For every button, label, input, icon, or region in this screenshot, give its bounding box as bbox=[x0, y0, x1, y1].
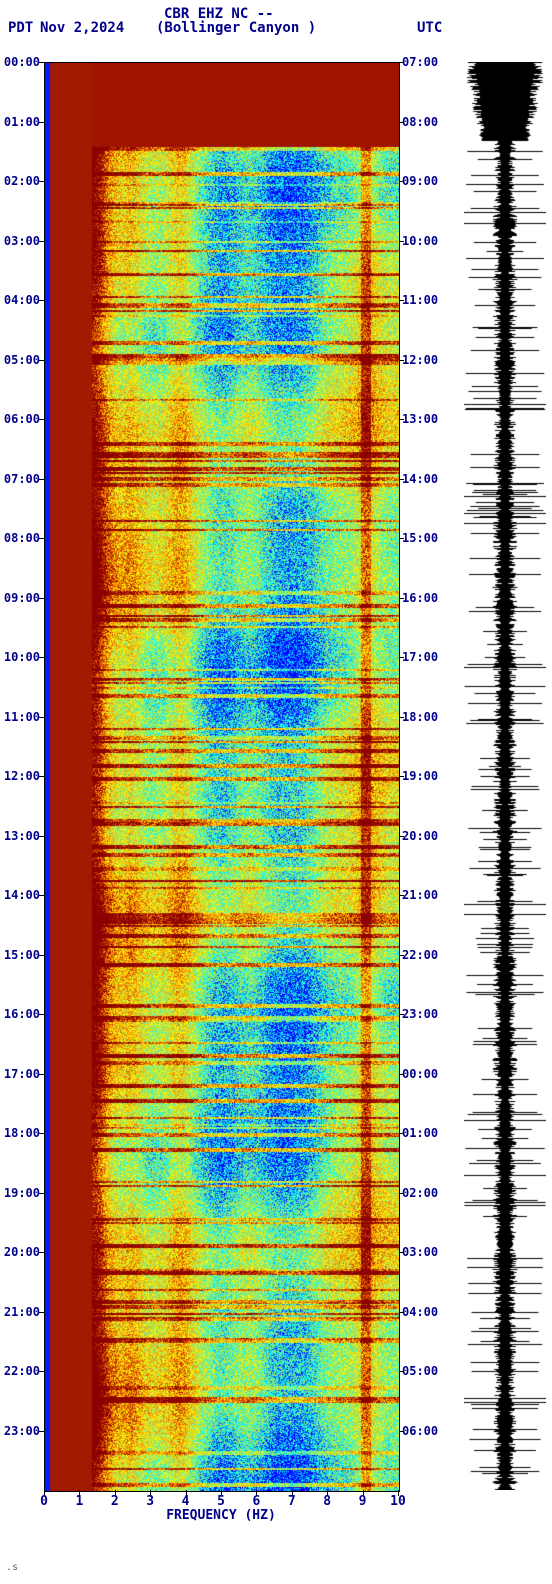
y-left-label: 20:00 bbox=[0, 1246, 40, 1258]
y-left-label: 02:00 bbox=[0, 175, 40, 187]
spectrogram-plot bbox=[44, 62, 400, 1492]
x-axis-tick-label: 7 bbox=[288, 1494, 296, 1509]
y-right-label: 12:00 bbox=[402, 354, 448, 366]
y-left-label: 05:00 bbox=[0, 354, 40, 366]
seismic-spectrogram-page: PDT Nov 2,2024 CBR EHZ NC -- (Bollinger … bbox=[0, 0, 552, 1584]
y-right-label: 23:00 bbox=[402, 1008, 448, 1020]
y-left-label: 07:00 bbox=[0, 473, 40, 485]
y-left-label: 16:00 bbox=[0, 1008, 40, 1020]
footer-mark: .s bbox=[6, 1562, 18, 1573]
y-left-label: 06:00 bbox=[0, 413, 40, 425]
y-right-label: 08:00 bbox=[402, 116, 448, 128]
y-left-label: 12:00 bbox=[0, 770, 40, 782]
y-left-label: 17:00 bbox=[0, 1068, 40, 1080]
timezone-right-label: UTC bbox=[417, 20, 442, 36]
y-right-label: 11:00 bbox=[402, 294, 448, 306]
y-right-label: 21:00 bbox=[402, 889, 448, 901]
y-left-label: 13:00 bbox=[0, 830, 40, 842]
station-location: (Bollinger Canyon ) bbox=[156, 20, 316, 36]
y-left-label: 01:00 bbox=[0, 116, 40, 128]
y-right-label: 14:00 bbox=[402, 473, 448, 485]
y-left-label: 04:00 bbox=[0, 294, 40, 306]
y-left-label: 09:00 bbox=[0, 592, 40, 604]
x-axis-tick-label: 1 bbox=[75, 1494, 83, 1509]
y-right-label: 10:00 bbox=[402, 235, 448, 247]
y-right-label: 06:00 bbox=[402, 1425, 448, 1437]
x-axis-tick-label: 6 bbox=[252, 1494, 260, 1509]
date-label: Nov 2,2024 bbox=[40, 20, 124, 36]
y-right-label: 16:00 bbox=[402, 592, 448, 604]
y-right-label: 18:00 bbox=[402, 711, 448, 723]
header: PDT Nov 2,2024 CBR EHZ NC -- (Bollinger … bbox=[0, 2, 552, 42]
timezone-left-label: PDT bbox=[8, 20, 33, 36]
y-left-label: 22:00 bbox=[0, 1365, 40, 1377]
y-right-label: 20:00 bbox=[402, 830, 448, 842]
spectrogram-canvas bbox=[45, 63, 399, 1491]
y-left-label: 15:00 bbox=[0, 949, 40, 961]
y-left-label: 14:00 bbox=[0, 889, 40, 901]
y-right-label: 01:00 bbox=[402, 1127, 448, 1139]
x-axis-tick-label: 0 bbox=[40, 1494, 48, 1509]
y-right-label: 13:00 bbox=[402, 413, 448, 425]
waveform-plot bbox=[464, 62, 546, 1490]
x-axis-title: FREQUENCY (HZ) bbox=[44, 1508, 398, 1523]
y-right-label: 19:00 bbox=[402, 770, 448, 782]
y-left-label: 19:00 bbox=[0, 1187, 40, 1199]
y-axis-left: 00:0001:0002:0003:0004:0005:0006:0007:00… bbox=[0, 62, 42, 1490]
x-axis-tick-label: 9 bbox=[359, 1494, 367, 1509]
waveform-canvas bbox=[464, 62, 546, 1490]
y-right-label: 22:00 bbox=[402, 949, 448, 961]
x-axis-tick-label: 3 bbox=[146, 1494, 154, 1509]
y-left-label: 23:00 bbox=[0, 1425, 40, 1437]
y-left-label: 18:00 bbox=[0, 1127, 40, 1139]
y-left-label: 08:00 bbox=[0, 532, 40, 544]
y-right-label: 04:00 bbox=[402, 1306, 448, 1318]
x-axis-tick-label: 5 bbox=[217, 1494, 225, 1509]
y-right-label: 00:00 bbox=[402, 1068, 448, 1080]
y-right-label: 09:00 bbox=[402, 175, 448, 187]
x-axis-tick-label: 10 bbox=[390, 1494, 406, 1509]
y-right-label: 03:00 bbox=[402, 1246, 448, 1258]
y-axis-right: 07:0008:0009:0010:0011:0012:0013:0014:00… bbox=[400, 62, 446, 1490]
y-left-label: 03:00 bbox=[0, 235, 40, 247]
y-left-label: 10:00 bbox=[0, 651, 40, 663]
y-right-label: 15:00 bbox=[402, 532, 448, 544]
y-right-label: 05:00 bbox=[402, 1365, 448, 1377]
x-axis-tick-label: 8 bbox=[323, 1494, 331, 1509]
y-right-label: 07:00 bbox=[402, 56, 448, 68]
y-left-label: 21:00 bbox=[0, 1306, 40, 1318]
y-left-label: 11:00 bbox=[0, 711, 40, 723]
y-left-label: 00:00 bbox=[0, 56, 40, 68]
x-axis-tick-label: 2 bbox=[111, 1494, 119, 1509]
y-right-label: 17:00 bbox=[402, 651, 448, 663]
x-axis-tick-label: 4 bbox=[182, 1494, 190, 1509]
y-right-label: 02:00 bbox=[402, 1187, 448, 1199]
